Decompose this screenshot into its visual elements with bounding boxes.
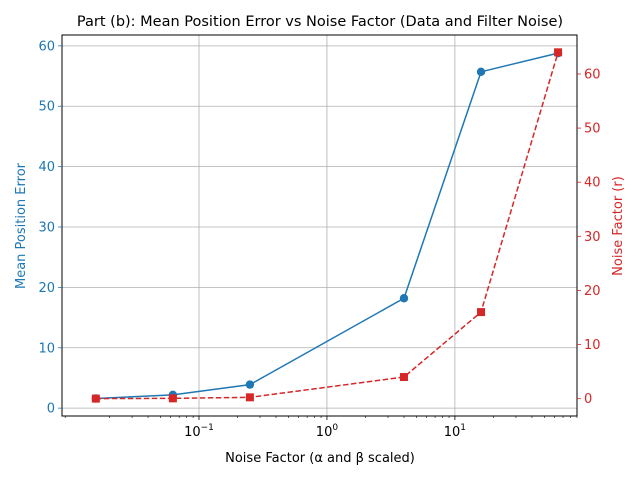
y-axis-label-left: Mean Position Error [14, 162, 29, 289]
x-tick-label-exponent: 0 [332, 423, 338, 433]
x-tick-label-exponent: −1 [201, 423, 214, 433]
y-left-tick-label: 0 [47, 402, 55, 417]
grid-layer [62, 35, 577, 416]
series-left-point [245, 380, 255, 389]
y-right-tick-label: 10 [584, 338, 601, 353]
x-tick-label: 10−1 [184, 423, 214, 440]
y-left-tick-label: 40 [38, 160, 55, 175]
x-tick-label-base: 10 [444, 425, 461, 440]
y-right-tick-label: 50 [584, 122, 601, 137]
y-left-tick-label: 50 [38, 100, 55, 115]
series-left-point [476, 67, 486, 77]
y-right-tick-label: 30 [584, 230, 601, 245]
y-right-tick-label: 40 [584, 176, 601, 191]
series-right-line [95, 52, 559, 400]
chart-title: Part (b): Mean Position Error vs Noise F… [77, 14, 563, 30]
y-right-tick-label: 0 [584, 392, 592, 407]
y-right-tick-label: 60 [584, 67, 601, 82]
series-layer [91, 48, 563, 403]
plot-frame [61, 34, 578, 417]
series-left-line [95, 52, 559, 400]
series-right-point [168, 394, 177, 403]
y-left-tick-label: 10 [38, 341, 55, 356]
series-right-point [477, 308, 486, 317]
x-tick-label-base: 10 [184, 425, 201, 440]
series-right-point [245, 393, 254, 402]
x-tick-label-exponent: 1 [460, 423, 466, 433]
y-axis-label-right: Noise Factor (r) [611, 176, 626, 276]
y-right-tick-label: 20 [584, 284, 601, 299]
series-left-point [399, 294, 409, 303]
series-right-point [91, 394, 100, 403]
y-left-tick-label: 20 [38, 281, 55, 296]
x-axis-label: Noise Factor (α and β scaled) [225, 451, 415, 466]
x-tick-label: 100 [316, 423, 339, 440]
series-right-point [399, 373, 408, 382]
y-left-tick-label: 60 [38, 39, 55, 54]
x-tick-label-base: 10 [316, 425, 333, 440]
x-tick-label: 101 [444, 423, 466, 440]
y-left-tick-label: 30 [38, 221, 55, 236]
series-right-point [554, 48, 563, 57]
